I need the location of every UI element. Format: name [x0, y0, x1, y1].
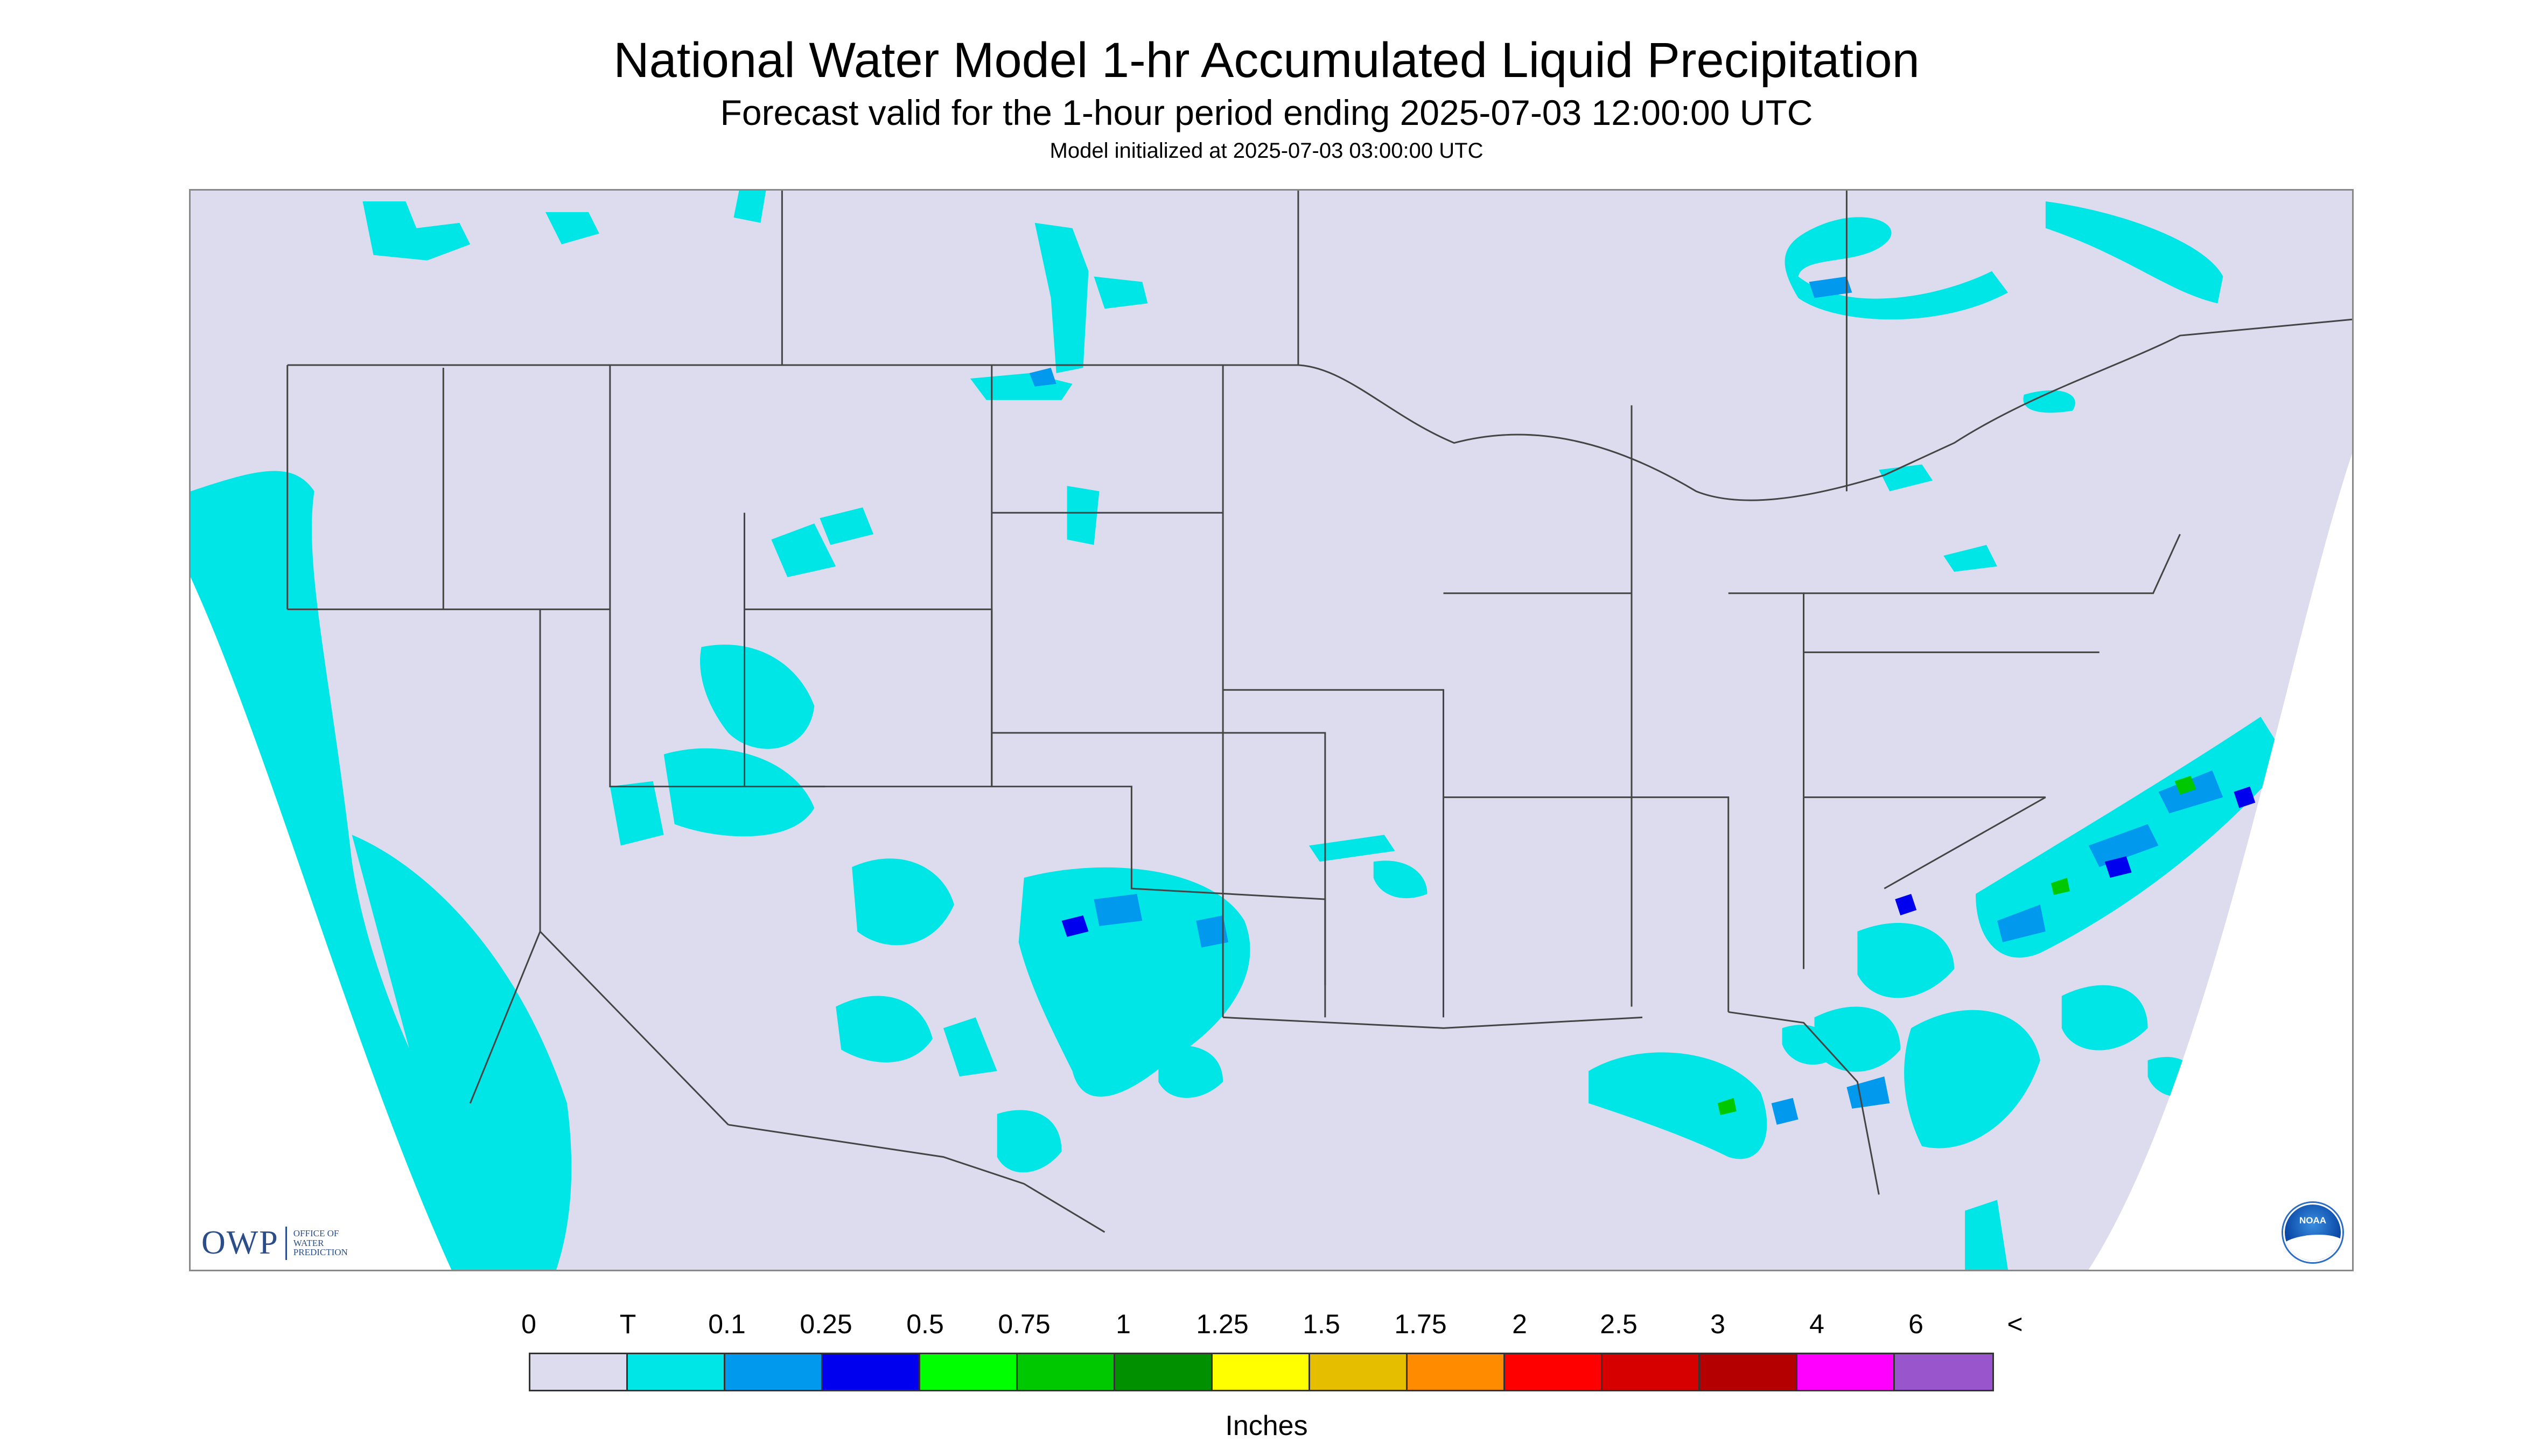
owp-logo: OWP OFFICE OF WATER PREDICTION — [201, 1224, 348, 1262]
legend-swatch — [628, 1354, 725, 1390]
legend-label: 0.5 — [906, 1309, 944, 1339]
precipitation-areas — [191, 191, 2288, 1270]
legend-swatch — [1700, 1354, 1797, 1390]
legend-swatch — [1797, 1354, 1895, 1390]
noaa-logo-text: NOAA — [2299, 1215, 2327, 1226]
legend-label: < — [2007, 1309, 2023, 1339]
model-init-text: Model initialized at 2025-07-03 03:00:00… — [1049, 139, 1484, 163]
owp-logo-text: OWP — [201, 1224, 279, 1261]
legend-labels: 0 T 0.1 0.25 0.5 0.75 1 1.25 1.5 1.75 2 2.5 3 4 6 < — [521, 1308, 2023, 1341]
legend-swatch — [725, 1354, 823, 1390]
legend-swatch — [1408, 1354, 1505, 1390]
legend-label: 6 — [1908, 1309, 1923, 1339]
forecast-valid-subtitle: Forecast valid for the 1-hour period end… — [720, 93, 1813, 132]
legend-label: 2 — [1512, 1309, 1527, 1339]
legend-label: 0.75 — [998, 1309, 1051, 1339]
political-boundaries — [286, 191, 2352, 1233]
legend-label: 0 — [521, 1309, 536, 1339]
map-title: National Water Model 1-hr Accumulated Li… — [613, 33, 1920, 88]
noaa-logo: NOAA — [2283, 1203, 2342, 1262]
precipitation-map: OWP OFFICE OF WATER PREDICTION NOAA — [189, 189, 2354, 1271]
map-canvas — [191, 191, 2352, 1270]
legend-units: Inches — [1225, 1410, 1308, 1441]
owp-logo-divider — [285, 1226, 287, 1260]
legend-swatch — [823, 1354, 920, 1390]
legend-swatch — [1603, 1354, 1700, 1390]
owp-logo-subtext: OFFICE OF WATER PREDICTION — [293, 1228, 348, 1258]
legend-label: 0.1 — [708, 1309, 746, 1339]
legend-label: 3 — [1710, 1309, 1725, 1339]
noaa-logo-wave — [2285, 1235, 2341, 1261]
legend-label: 1.5 — [1303, 1309, 1340, 1339]
legend-swatch — [1115, 1354, 1213, 1390]
legend-label: 0.25 — [800, 1309, 852, 1339]
legend-swatch — [1310, 1354, 1408, 1390]
legend-label: 1.25 — [1196, 1309, 1249, 1339]
legend-swatch — [1895, 1354, 1992, 1390]
legend-colorbar — [529, 1353, 1994, 1391]
legend-label: 1.75 — [1394, 1309, 1447, 1339]
legend-swatch — [920, 1354, 1018, 1390]
legend-swatch — [1505, 1354, 1603, 1390]
legend-label: 4 — [1809, 1309, 1824, 1339]
legend-label: T — [619, 1309, 636, 1339]
legend-swatch — [530, 1354, 628, 1390]
legend-label: 1 — [1116, 1309, 1131, 1339]
model-domain — [191, 191, 2352, 1270]
legend-swatch — [1018, 1354, 1115, 1390]
legend-label: 2.5 — [1600, 1309, 1638, 1339]
legend-swatch — [1213, 1354, 1310, 1390]
